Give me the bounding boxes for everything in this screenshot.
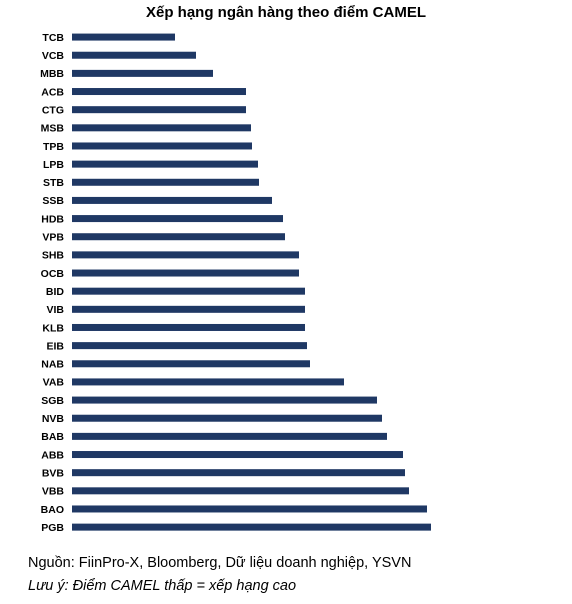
- tick-label-mbb: MBB: [40, 68, 64, 80]
- tick-label-klb: KLB: [42, 322, 64, 334]
- tick-label-acb: ACB: [41, 86, 64, 98]
- bar-shb: [72, 251, 299, 259]
- tick-label-nab: NAB: [41, 359, 64, 371]
- bar-vbb: [72, 487, 409, 495]
- tick-label-ctg: CTG: [42, 104, 64, 116]
- tick-label-bid: BID: [46, 286, 65, 298]
- tick-label-tpb: TPB: [43, 141, 64, 153]
- bar-pgb: [72, 523, 431, 531]
- bar-lpb: [72, 160, 258, 168]
- bar-acb: [72, 88, 246, 96]
- source-note: Nguồn: FiinPro-X, Bloomberg, Dữ liệu doa…: [28, 555, 412, 571]
- bar-vpb: [72, 233, 285, 241]
- bar-ssb: [72, 196, 272, 204]
- tick-label-bao: BAO: [41, 504, 64, 516]
- bar-bab: [72, 432, 387, 440]
- tick-label-ocb: OCB: [41, 268, 65, 280]
- tick-label-hdb: HDB: [41, 213, 64, 225]
- tick-label-bvb: BVB: [42, 467, 65, 479]
- tick-label-bab: BAB: [41, 431, 64, 443]
- bar-tpb: [72, 142, 252, 150]
- tick-label-msb: MSB: [41, 123, 65, 135]
- bar-ctg: [72, 106, 246, 114]
- bar-abb: [72, 451, 403, 459]
- tick-label-vab: VAB: [43, 377, 65, 389]
- chart-title: Xếp hạng ngân hàng theo điểm CAMEL: [145, 4, 426, 21]
- bar-nab: [72, 360, 310, 368]
- bar-chart: TCB VCB MBB ACB CTG MSB TPB LPB STB SSB HDB VPB SHB O…: [40, 32, 431, 534]
- bar-vab: [72, 378, 344, 386]
- bar-bvb: [72, 469, 405, 477]
- tick-label-nvb: NVB: [42, 413, 65, 425]
- tick-label-sgb: SGB: [41, 395, 64, 407]
- tick-label-tcb: TCB: [42, 32, 64, 44]
- tick-label-abb: ABB: [41, 449, 64, 461]
- bar-bao: [72, 505, 427, 513]
- interpretation-note: Lưu ý: Điểm CAMEL thấp = xếp hạng cao: [28, 578, 297, 594]
- bar-tcb: [72, 33, 175, 41]
- tick-label-shb: SHB: [42, 250, 65, 262]
- tick-label-vib: VIB: [46, 304, 64, 316]
- bar-vcb: [72, 51, 196, 59]
- tick-label-pgb: PGB: [41, 522, 64, 534]
- tick-label-ssb: SSB: [42, 195, 64, 207]
- bar-vib: [72, 305, 305, 313]
- tick-label-lpb: LPB: [43, 159, 64, 171]
- bar-eib: [72, 342, 307, 350]
- bar-msb: [72, 124, 251, 132]
- tick-label-vpb: VPB: [42, 232, 64, 244]
- tick-label-eib: EIB: [46, 340, 64, 352]
- bar-mbb: [72, 69, 213, 77]
- plot-area: TCB VCB MBB ACB CTG MSB TPB LPB STB SSB HDB VPB SHB O…: [40, 32, 431, 534]
- bar-stb: [72, 178, 259, 186]
- bar-hdb: [72, 215, 283, 223]
- bar-nvb: [72, 414, 382, 422]
- bar-sgb: [72, 396, 377, 404]
- tick-label-stb: STB: [43, 177, 64, 189]
- tick-label-vcb: VCB: [42, 50, 65, 62]
- bar-klb: [72, 323, 305, 331]
- tick-label-vbb: VBB: [42, 486, 65, 498]
- bar-ocb: [72, 269, 299, 277]
- bar-bid: [72, 287, 305, 295]
